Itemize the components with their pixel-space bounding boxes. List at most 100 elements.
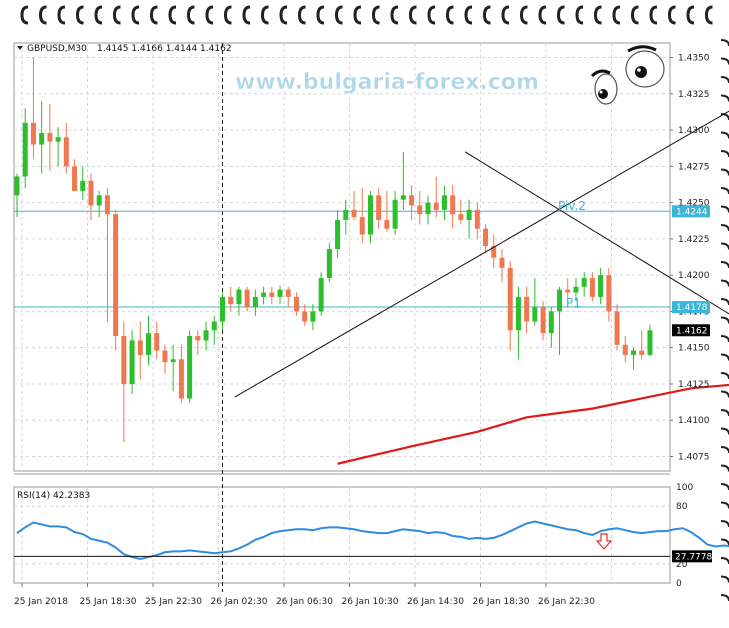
film-hole — [649, 5, 658, 25]
film-hole — [667, 5, 676, 25]
candle-body — [170, 359, 176, 363]
svg-text:1.4178: 1.4178 — [676, 303, 708, 313]
film-hole — [353, 5, 362, 25]
rsi-tick-label: 80 — [676, 502, 688, 512]
film-hole — [223, 5, 232, 25]
time-tick-label: 25 Jan 2018 — [14, 597, 68, 607]
candle-body — [244, 289, 250, 308]
rsi-axis: 100 80 20 0 — [676, 483, 693, 589]
film-hole — [593, 5, 602, 25]
time-tick-label: 26 Jan 10:30 — [342, 597, 399, 607]
candle-body — [409, 195, 415, 206]
film-hole — [720, 557, 729, 565]
film-hole — [720, 131, 729, 139]
candle-body — [532, 307, 538, 322]
rsi-tick-label: 20 — [676, 560, 688, 570]
film-hole — [720, 298, 729, 306]
film-strip-right — [720, 39, 729, 602]
candle-body — [441, 195, 447, 210]
trendline — [464, 151, 729, 315]
trendline — [234, 110, 729, 398]
film-hole — [334, 5, 343, 25]
film-hole — [720, 187, 729, 195]
time-tick-label: 26 Jan 02:30 — [211, 597, 268, 607]
film-strip-top — [20, 5, 713, 25]
candle-body — [515, 296, 521, 331]
candle-body — [310, 311, 316, 322]
candle-body — [359, 217, 365, 235]
price-tag-p1: 1.4178 — [672, 301, 710, 314]
film-hole — [57, 5, 66, 25]
film-hole — [720, 316, 729, 324]
film-hole — [720, 94, 729, 102]
rsi-title: RSI(14) 42.2383 — [17, 491, 90, 501]
price-tick-label: 1.4350 — [678, 54, 710, 64]
chart-area[interactable] — [13, 42, 671, 472]
film-hole — [20, 5, 29, 25]
candle-body — [622, 344, 628, 355]
candle-body — [384, 220, 390, 229]
price-tick-label: 1.4275 — [678, 162, 710, 172]
candle-body — [88, 180, 94, 206]
candle-body — [417, 205, 423, 215]
chart-ohlc: 1.4145 1.4166 1.4144 1.4162 — [97, 44, 232, 54]
candle-body — [302, 311, 308, 322]
candle-body — [178, 359, 184, 399]
film-hole — [186, 5, 195, 25]
time-tick-label: 26 Jan 06:30 — [276, 597, 333, 607]
candle-body — [72, 166, 78, 191]
candle-body — [466, 209, 472, 221]
eyes-icon — [590, 45, 665, 105]
film-hole — [538, 5, 547, 25]
film-hole — [131, 5, 140, 25]
film-hole — [704, 5, 713, 25]
candle-body — [524, 296, 530, 322]
candle-body — [548, 311, 554, 334]
film-hole — [464, 5, 473, 25]
rsi-line — [14, 520, 729, 561]
candle-body — [121, 336, 127, 384]
price-tick-label: 1.4075 — [678, 452, 710, 462]
price-tick-label: 1.4225 — [678, 235, 710, 245]
film-hole — [720, 372, 729, 380]
time-tick-label: 25 Jan 22:30 — [145, 597, 202, 607]
film-hole — [720, 205, 729, 213]
candle-body — [63, 137, 69, 167]
candle-body — [261, 292, 267, 297]
down-arrow-icon — [595, 533, 613, 550]
film-hole — [720, 168, 729, 176]
candle-body — [80, 180, 86, 191]
candle-body — [433, 202, 439, 210]
film-hole — [720, 279, 729, 287]
candle-body — [351, 209, 357, 218]
candle-body — [22, 122, 28, 177]
candle-body — [483, 228, 489, 247]
candle-body — [499, 257, 505, 268]
rsi-tick-label: 0 — [676, 579, 682, 589]
candle-body — [146, 333, 152, 355]
film-hole — [720, 594, 729, 602]
film-hole — [38, 5, 47, 25]
film-hole — [720, 261, 729, 269]
rsi-series — [16, 520, 729, 561]
film-hole — [612, 5, 621, 25]
trendlines — [234, 110, 729, 398]
candlesticks — [14, 57, 653, 442]
candle-body — [507, 267, 513, 331]
film-hole — [75, 5, 84, 25]
film-hole — [371, 5, 380, 25]
film-hole — [720, 427, 729, 435]
candle-body — [335, 220, 341, 250]
rsi-panel[interactable] — [13, 486, 671, 584]
candle-body — [400, 195, 406, 200]
price-tick-label: 1.4200 — [678, 271, 710, 281]
menu-triangle-icon[interactable] — [17, 46, 23, 50]
candle-body — [129, 340, 135, 384]
candle-body — [392, 199, 398, 229]
rsi-level-tag: 27.7778 — [672, 550, 712, 563]
candle-body — [343, 209, 349, 221]
film-hole — [427, 5, 436, 25]
candle-body — [367, 195, 373, 235]
candle-body — [589, 278, 595, 297]
